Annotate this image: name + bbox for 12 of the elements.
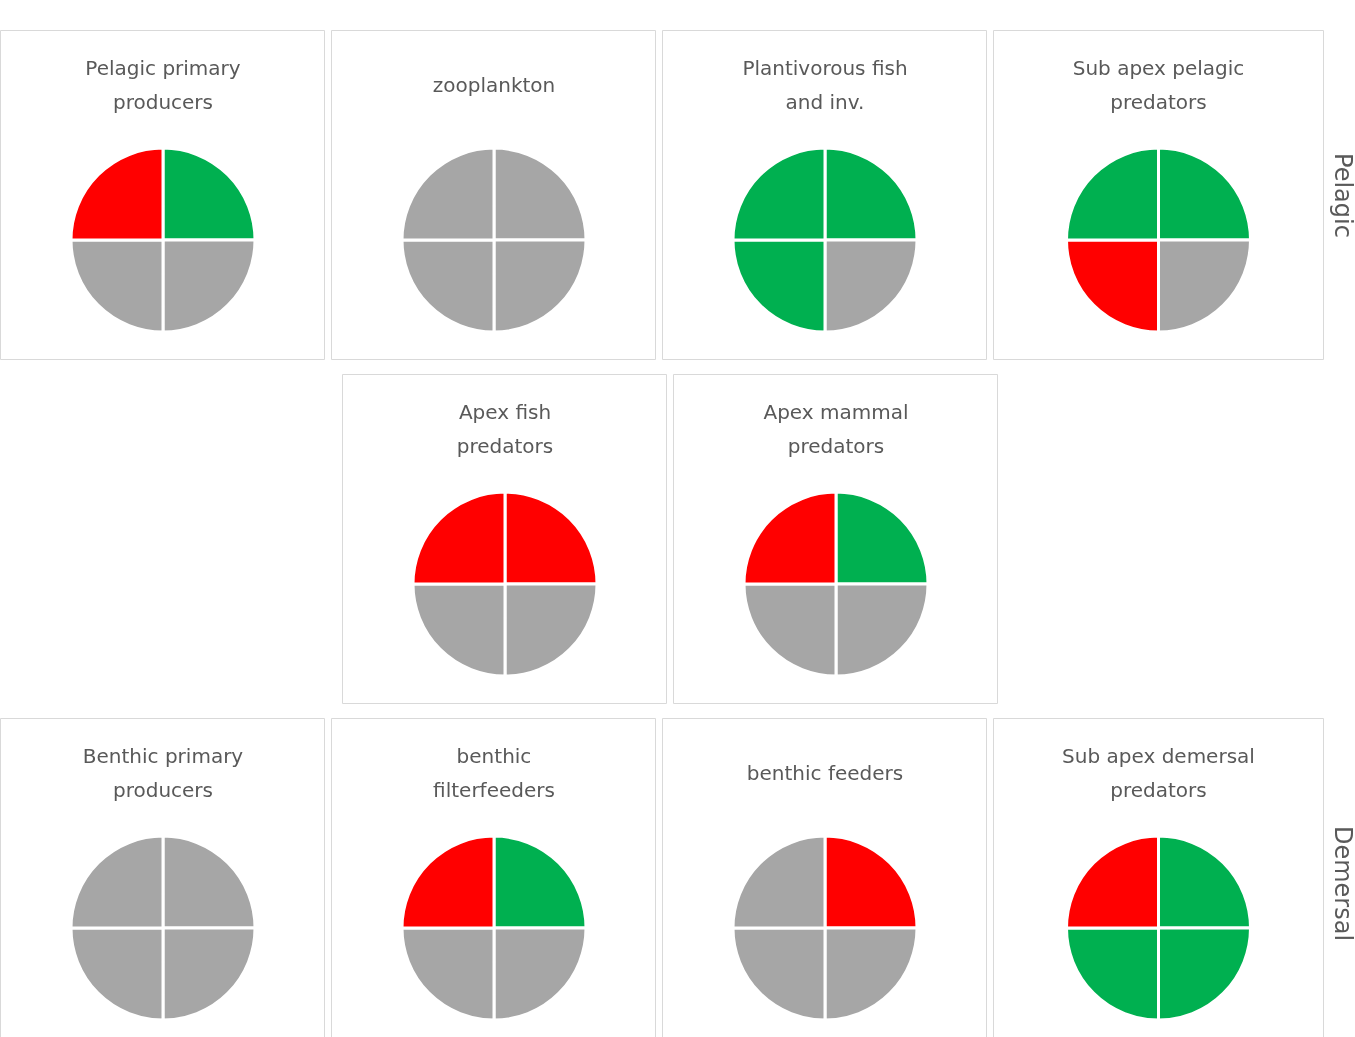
chart-title: Benthic primary producers xyxy=(82,743,244,803)
chart-title: Pelagic primary producers xyxy=(85,55,241,115)
chart-title: Sub apex pelagic predators xyxy=(1072,55,1245,115)
chart-title: Sub apex demersal predators xyxy=(1062,743,1255,803)
chart-title: Plantivorous fish and inv. xyxy=(742,55,908,115)
chart-title: Apex fish predators xyxy=(456,399,554,459)
text: Pelagic xyxy=(1328,153,1355,238)
chart-title: Apex mammal predators xyxy=(763,399,909,459)
chart-title: benthic filterfeeders xyxy=(433,743,555,803)
text: Demersal xyxy=(1328,825,1355,942)
chart-title: zooplankton xyxy=(432,72,556,97)
chart-title: benthic feeders xyxy=(746,760,904,785)
